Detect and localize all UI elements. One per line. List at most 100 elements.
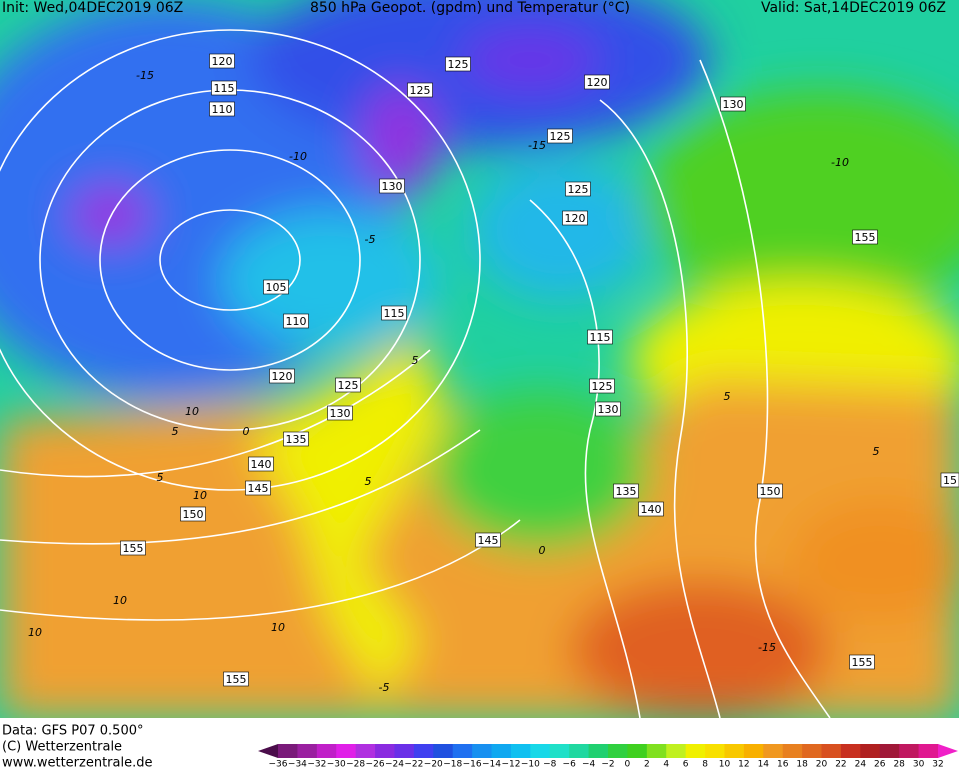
scale-label: −26 bbox=[366, 760, 385, 770]
contour-label: 155 bbox=[853, 230, 878, 244]
scale-swatch bbox=[783, 744, 803, 758]
scale-label: −2 bbox=[601, 760, 614, 770]
contour-label: 145 bbox=[246, 481, 271, 495]
contour-label: 105 bbox=[264, 280, 289, 294]
data-source: Data: GFS P07 0.500° bbox=[2, 724, 144, 739]
scale-label: −6 bbox=[563, 760, 577, 770]
scale-label: −34 bbox=[288, 760, 307, 770]
contour-label: 120 bbox=[210, 54, 235, 68]
contour-label-text: 150 bbox=[760, 485, 781, 498]
scale-arrow-right bbox=[938, 744, 958, 758]
contour-label: 140 bbox=[249, 457, 274, 471]
contour-label: 130 bbox=[596, 402, 621, 416]
scale-swatch bbox=[763, 744, 783, 758]
scale-label: 8 bbox=[702, 760, 708, 770]
scale-swatch bbox=[880, 744, 900, 758]
scale-swatch bbox=[317, 744, 337, 758]
contour-label: 120 bbox=[270, 369, 295, 383]
scale-label: 22 bbox=[835, 760, 846, 770]
contour-label-text: 130 bbox=[598, 403, 619, 416]
scale-label: −8 bbox=[543, 760, 557, 770]
contour-label-text: 120 bbox=[272, 370, 293, 383]
scale-label: −36 bbox=[269, 760, 288, 770]
contour-label: 125 bbox=[408, 83, 433, 97]
contour-label-text: 125 bbox=[592, 380, 613, 393]
copyright: (C) Wetterzentrale bbox=[2, 740, 122, 755]
contour-label: 125 bbox=[336, 378, 361, 392]
isotherm-label: 0 bbox=[243, 425, 250, 438]
scale-swatch bbox=[899, 744, 919, 758]
scale-label: 28 bbox=[893, 760, 905, 770]
isotherm-label: -10 bbox=[831, 156, 849, 169]
scale-label: 26 bbox=[874, 760, 886, 770]
scale-label: −12 bbox=[501, 760, 520, 770]
contour-label: 155 bbox=[850, 655, 875, 669]
contour-label: 115 bbox=[382, 306, 407, 320]
scale-swatch bbox=[744, 744, 764, 758]
isotherm-label: 10 bbox=[185, 405, 199, 418]
isotherm-label: 10 bbox=[28, 626, 42, 639]
scale-swatch bbox=[550, 744, 570, 758]
isotherm-label: 10 bbox=[193, 489, 207, 502]
website: www.wetterzentrale.de bbox=[2, 756, 152, 771]
isotherm-label: 0 bbox=[539, 544, 546, 557]
contour-label: 135 bbox=[284, 432, 309, 446]
contour-label-text: 125 bbox=[410, 84, 431, 97]
scale-label: 12 bbox=[738, 760, 749, 770]
contour-label-text: 115 bbox=[214, 82, 235, 95]
color-scale: −36−34−32−30−28−26−24−22−20−18−16−14−12−… bbox=[258, 744, 958, 770]
contour-label-text: 110 bbox=[212, 103, 233, 116]
scale-label: −16 bbox=[463, 760, 482, 770]
scale-swatch bbox=[822, 744, 842, 758]
scale-label: 4 bbox=[663, 760, 669, 770]
contour-label-text: 120 bbox=[212, 55, 233, 68]
scale-label: −20 bbox=[424, 760, 443, 770]
scale-swatch bbox=[841, 744, 861, 758]
isotherm-label: -5 bbox=[365, 233, 376, 246]
contour-label: 120 bbox=[585, 75, 610, 89]
contour-label-text: 130 bbox=[330, 407, 351, 420]
contour-label-text: 125 bbox=[550, 130, 571, 143]
contour-label: 125 bbox=[590, 379, 615, 393]
scale-label: −14 bbox=[482, 760, 501, 770]
contour-label-text: 155 bbox=[852, 656, 873, 669]
contour-label-text: 105 bbox=[266, 281, 287, 294]
contour-label-text: 155 bbox=[855, 231, 876, 244]
scale-swatch bbox=[433, 744, 453, 758]
scale-swatch bbox=[511, 744, 531, 758]
isotherm-label: -15 bbox=[758, 641, 776, 654]
scale-swatch bbox=[336, 744, 356, 758]
scale-swatch bbox=[686, 744, 706, 758]
contour-label-text: 110 bbox=[286, 315, 307, 328]
contour-label: 130 bbox=[721, 97, 746, 111]
contour-label-text: 130 bbox=[382, 180, 403, 193]
contour-label-text: 145 bbox=[478, 534, 499, 547]
contour-label: 110 bbox=[210, 102, 235, 116]
contour-label-text: 15 bbox=[943, 474, 957, 487]
scale-swatch bbox=[666, 744, 686, 758]
contour-label: 155 bbox=[224, 672, 249, 686]
contour-label: 130 bbox=[328, 406, 353, 420]
isotherm-label: 5 bbox=[412, 354, 419, 367]
scale-swatch bbox=[278, 744, 298, 758]
scale-swatch bbox=[530, 744, 550, 758]
contour-label: 125 bbox=[548, 129, 573, 143]
contour-label: 125 bbox=[446, 57, 471, 71]
scale-label: −32 bbox=[307, 760, 326, 770]
scale-label: −28 bbox=[346, 760, 365, 770]
scale-label: 32 bbox=[932, 760, 943, 770]
isotherm-label: 5 bbox=[365, 475, 372, 488]
contour-label-text: 120 bbox=[587, 76, 608, 89]
contour-label: 150 bbox=[181, 507, 206, 521]
contour-label-text: 115 bbox=[590, 331, 611, 344]
scale-swatch bbox=[453, 744, 473, 758]
scale-swatch bbox=[297, 744, 317, 758]
contour-label: 135 bbox=[614, 484, 639, 498]
contour-label-text: 155 bbox=[123, 542, 144, 555]
contour-label: 15 bbox=[941, 473, 959, 487]
contour-label-text: 125 bbox=[568, 183, 589, 196]
contour-label: 125 bbox=[566, 182, 591, 196]
scale-label: 2 bbox=[644, 760, 650, 770]
